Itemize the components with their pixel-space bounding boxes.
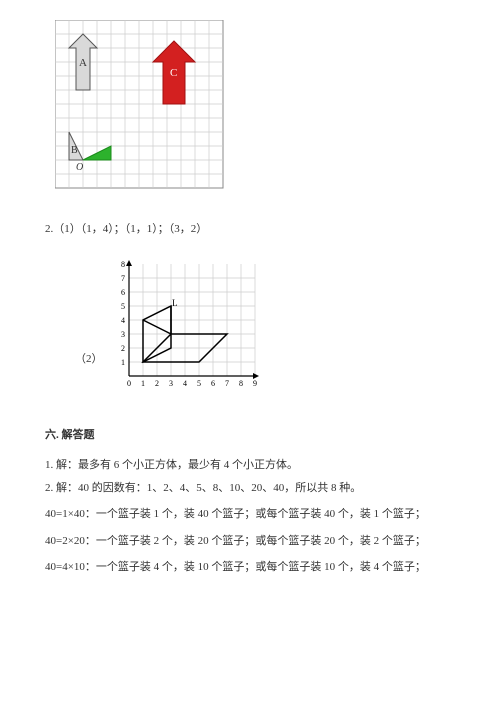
svg-text:8: 8 [239, 379, 243, 388]
svg-text:1: 1 [141, 379, 145, 388]
label-l: L [172, 298, 178, 308]
figure-2-container: （2） [75, 256, 455, 396]
label-c: C [170, 67, 177, 79]
solution-2-c: 40=4×10：一个篮子装 4 个，装 10 个篮子；或每个篮子装 10 个，装… [45, 559, 455, 576]
figure-2-svg: L 0 1 2 3 4 5 6 7 8 9 1 2 3 4 5 6 7 8 [111, 256, 266, 396]
svg-text:4: 4 [121, 316, 125, 325]
svg-text:8: 8 [121, 260, 125, 269]
svg-text:4: 4 [183, 379, 187, 388]
svg-text:7: 7 [121, 274, 125, 283]
answer-2-1: 2.（1）（1，4）；（1，1）；（3，2） [45, 220, 455, 236]
svg-text:9: 9 [253, 379, 257, 388]
svg-text:6: 6 [121, 288, 125, 297]
svg-text:2: 2 [155, 379, 159, 388]
svg-text:6: 6 [211, 379, 215, 388]
svg-text:5: 5 [121, 302, 125, 311]
solution-2-a: 40=1×40：一个篮子装 1 个，装 40 个篮子；或每个篮子装 40 个，装… [45, 506, 455, 523]
figure-1-container: A C B O [55, 20, 455, 195]
q2-label: （2） [75, 350, 103, 366]
solution-2-intro: 2. 解：40 的因数有：1、2、4、5、8、10、20、40，所以共 8 种。 [45, 480, 455, 497]
svg-text:3: 3 [121, 330, 125, 339]
label-a: A [79, 57, 87, 69]
svg-text:2: 2 [121, 344, 125, 353]
svg-text:3: 3 [169, 379, 173, 388]
label-o: O [76, 162, 83, 173]
svg-text:7: 7 [225, 379, 229, 388]
svg-text:1: 1 [121, 358, 125, 367]
figure-1-svg: A C B O [55, 20, 227, 192]
label-b: B [71, 145, 78, 156]
svg-text:5: 5 [197, 379, 201, 388]
solution-1: 1. 解：最多有 6 个小正方体，最少有 4 个小正方体。 [45, 457, 455, 474]
solution-2-b: 40=2×20：一个篮子装 2 个，装 20 个篮子；或每个篮子装 20 个，装… [45, 533, 455, 550]
section-6-heading: 六. 解答题 [45, 426, 455, 442]
svg-text:0: 0 [127, 379, 131, 388]
